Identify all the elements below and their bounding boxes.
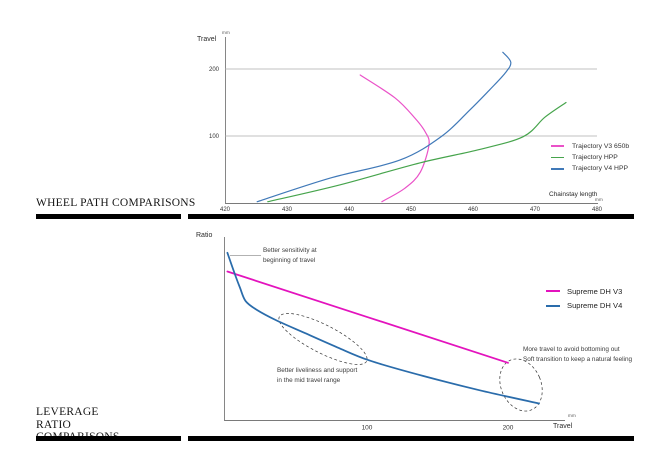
leverage-x-axis-title: Travel xyxy=(553,422,573,430)
x-tick-label: 480 xyxy=(592,207,603,213)
legend-swatch xyxy=(546,290,560,293)
legend-label: Trajectory V3 650b xyxy=(572,142,630,150)
y-tick-label: 200 xyxy=(209,67,220,73)
bottom-out-highlight-ellipse xyxy=(499,358,543,412)
divider-bar xyxy=(36,436,181,441)
wheel-path-section-title: WHEEL PATH COMPARISONS xyxy=(36,196,196,209)
legend-item: Trajectory V4 HPP xyxy=(551,163,629,174)
divider-bar xyxy=(188,436,634,441)
leverage-legend: Supreme DH V3 Supreme DH V4 xyxy=(546,284,622,313)
wheel-x-axis-unit: mm xyxy=(595,197,603,202)
x-tick-label: 200 xyxy=(503,425,514,432)
series-line-supreme-dh-v4 xyxy=(226,251,540,405)
legend-item: Trajectory HPP xyxy=(551,152,629,163)
divider-bar xyxy=(188,213,634,219)
legend-item: Trajectory V3 650b xyxy=(551,141,629,152)
legend-label: Supreme DH V3 xyxy=(567,286,623,296)
leverage-x-axis-unit: mm xyxy=(568,413,576,418)
series-line-supreme-dh-v3 xyxy=(226,270,509,364)
legend-label: Trajectory HPP xyxy=(572,154,618,162)
mid-travel-highlight-ellipse xyxy=(278,313,368,365)
series-line-trajectory-v4-hpp xyxy=(256,51,512,203)
wheel-y-axis-title: Travel xyxy=(197,36,217,43)
leverage-axes xyxy=(224,237,565,421)
wheel-x-axis-title: Chainstay length xyxy=(549,191,598,198)
annotation-liveliness: Better liveliness and support in the mid… xyxy=(277,366,358,384)
x-tick-label: 100 xyxy=(362,425,373,432)
wheel-y-axis-unit: mm xyxy=(222,30,230,35)
y-tick-label: 100 xyxy=(209,134,220,140)
legend-item: Supreme DH V4 xyxy=(546,299,622,314)
legend-swatch xyxy=(551,156,564,159)
series-line-trajectory-v3-650b xyxy=(359,74,430,203)
legend-swatch xyxy=(551,145,564,147)
x-tick-label: 470 xyxy=(530,207,541,213)
wheel-path-axes xyxy=(225,37,598,204)
legend-label: Trajectory V4 HPP xyxy=(572,165,629,173)
legend-item: Supreme DH V3 xyxy=(546,284,622,299)
x-tick-label: 440 xyxy=(344,207,355,213)
x-tick-label: 450 xyxy=(406,207,417,213)
legend-swatch xyxy=(551,168,564,170)
x-tick-label: 420 xyxy=(220,207,231,213)
wheel-path-legend: Trajectory V3 650b Trajectory HPP Trajecto… xyxy=(551,141,629,175)
annotation-sensitivity: Better sensitivity at beginning of trave… xyxy=(263,247,317,264)
x-tick-label: 430 xyxy=(282,207,293,213)
leverage-y-axis-title: Ratio xyxy=(196,232,213,239)
annotation-bottoming-out: More travel to avoid bottoming out Soft … xyxy=(523,345,633,363)
series-line-trajectory-hpp xyxy=(267,101,567,203)
divider-bar xyxy=(36,213,181,219)
x-tick-label: 460 xyxy=(468,207,479,213)
legend-label: Supreme DH V4 xyxy=(567,301,623,311)
legend-swatch xyxy=(546,304,560,307)
